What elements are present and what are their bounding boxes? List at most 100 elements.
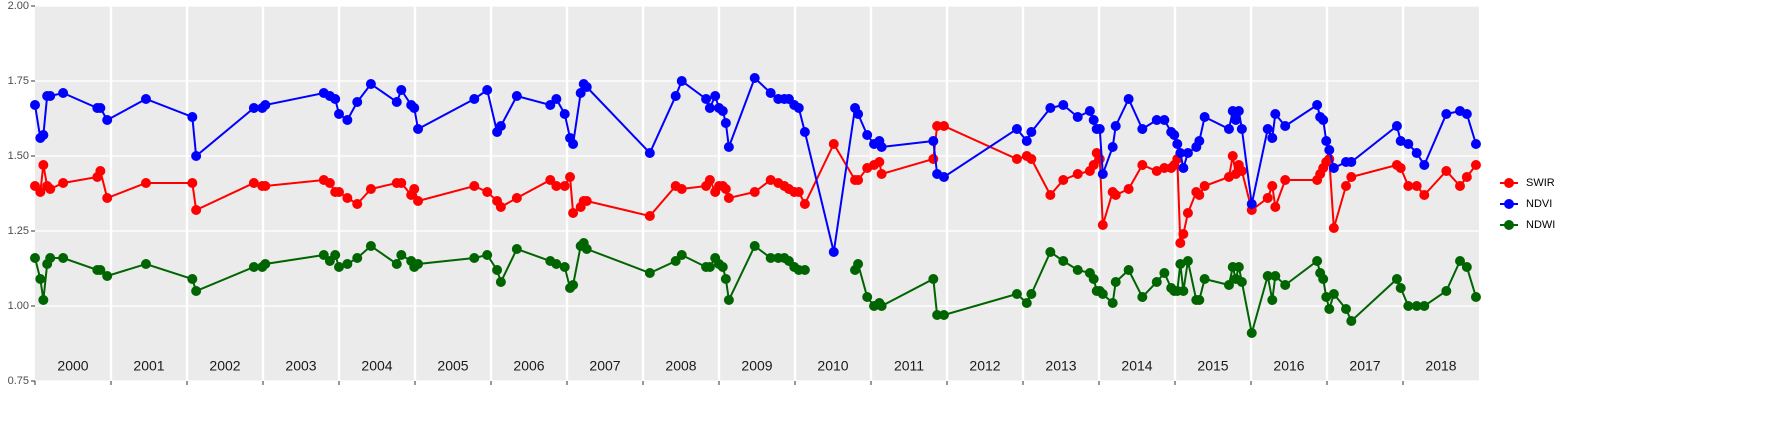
legend-marker <box>1504 199 1514 209</box>
data-point <box>723 193 734 203</box>
data-point <box>396 250 407 260</box>
data-point <box>565 172 576 182</box>
x-tick-label: 2003 <box>285 358 316 374</box>
data-point <box>260 100 271 110</box>
data-point <box>545 100 556 110</box>
data-point <box>1346 172 1357 182</box>
x-tick-label: 2010 <box>817 358 848 374</box>
data-point <box>1441 166 1452 176</box>
data-point <box>1236 124 1247 134</box>
x-tick-label: 2017 <box>1349 358 1380 374</box>
data-point <box>1110 277 1121 287</box>
data-point <box>187 178 198 188</box>
data-point <box>1419 301 1430 311</box>
data-point <box>704 175 715 185</box>
legend-marker <box>1504 220 1514 230</box>
data-point <box>1107 298 1118 308</box>
data-point <box>717 262 728 272</box>
data-point <box>1159 115 1170 125</box>
data-point <box>352 97 363 107</box>
data-point <box>876 169 887 179</box>
data-point <box>140 259 151 269</box>
data-point <box>793 103 804 113</box>
data-point <box>248 262 259 272</box>
data-point <box>1461 109 1472 119</box>
data-point <box>95 265 106 275</box>
data-point <box>928 274 939 284</box>
data-point <box>102 193 113 203</box>
data-point <box>1137 160 1148 170</box>
legend-label: NDVI <box>1526 198 1552 210</box>
data-point <box>342 193 353 203</box>
data-point <box>1318 274 1329 284</box>
data-point <box>469 181 480 191</box>
data-point <box>1178 286 1189 296</box>
data-point <box>1246 199 1257 209</box>
data-point <box>1011 124 1022 134</box>
data-point <box>1137 292 1148 302</box>
data-point <box>1107 142 1118 152</box>
data-point <box>749 187 760 197</box>
data-point <box>140 94 151 104</box>
data-point <box>717 106 728 116</box>
data-point <box>551 181 562 191</box>
data-point <box>187 112 198 122</box>
data-point <box>932 121 943 131</box>
x-tick-label: 2004 <box>361 358 392 374</box>
data-point <box>248 103 259 113</box>
data-point <box>1346 157 1357 167</box>
data-point <box>575 88 586 98</box>
data-point <box>1223 124 1234 134</box>
data-point <box>704 103 715 113</box>
data-point <box>765 88 776 98</box>
data-point <box>495 202 506 212</box>
data-point <box>140 178 151 188</box>
data-point <box>1236 277 1247 287</box>
x-tick-label: 2002 <box>209 358 240 374</box>
data-point <box>1151 166 1162 176</box>
data-point <box>676 184 687 194</box>
data-point <box>1280 121 1291 131</box>
data-point <box>1403 301 1414 311</box>
data-point <box>38 295 49 305</box>
data-point <box>853 175 864 185</box>
data-point <box>1094 124 1105 134</box>
data-point <box>1045 190 1056 200</box>
data-point <box>1312 256 1323 266</box>
data-point <box>1045 247 1056 257</box>
x-tick-label: 2006 <box>513 358 544 374</box>
data-point <box>1328 163 1339 173</box>
data-point <box>876 301 887 311</box>
data-point <box>409 103 420 113</box>
data-point <box>1123 265 1134 275</box>
data-point <box>1021 298 1032 308</box>
data-point <box>749 241 760 251</box>
data-point <box>30 100 40 110</box>
x-tick-label: 2013 <box>1045 358 1076 374</box>
data-point <box>318 250 329 260</box>
data-point <box>1461 262 1472 272</box>
data-point <box>1246 328 1257 338</box>
data-point <box>482 85 493 95</box>
x-tick-label: 2009 <box>741 358 772 374</box>
data-point <box>492 265 503 275</box>
data-point <box>35 274 46 284</box>
data-point <box>1175 238 1186 248</box>
data-point <box>938 172 949 182</box>
data-point <box>928 154 939 164</box>
data-point <box>30 253 40 263</box>
data-point <box>1151 115 1162 125</box>
data-point <box>1088 274 1099 284</box>
data-point <box>876 142 887 152</box>
x-tick-label: 2007 <box>589 358 620 374</box>
data-point <box>1470 139 1481 149</box>
data-point <box>495 277 506 287</box>
data-point <box>1178 229 1189 239</box>
data-point <box>1395 163 1406 173</box>
legend-marker <box>1504 178 1514 188</box>
data-point <box>1123 94 1134 104</box>
data-point <box>670 91 681 101</box>
data-point <box>1270 271 1281 281</box>
data-point <box>1072 265 1083 275</box>
data-point <box>45 91 56 101</box>
